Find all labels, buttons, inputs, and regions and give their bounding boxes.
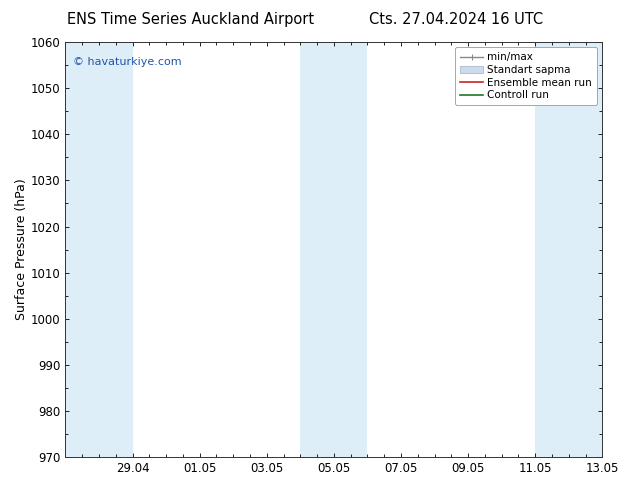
Text: ENS Time Series Auckland Airport: ENS Time Series Auckland Airport <box>67 12 314 27</box>
Legend: min/max, Standart sapma, Ensemble mean run, Controll run: min/max, Standart sapma, Ensemble mean r… <box>455 47 597 105</box>
Bar <box>301 42 368 457</box>
Text: © havaturkiye.com: © havaturkiye.com <box>74 56 182 67</box>
Y-axis label: Surface Pressure (hPa): Surface Pressure (hPa) <box>15 179 28 320</box>
Bar <box>65 42 133 457</box>
Bar <box>535 42 602 457</box>
Text: Cts. 27.04.2024 16 UTC: Cts. 27.04.2024 16 UTC <box>370 12 543 27</box>
